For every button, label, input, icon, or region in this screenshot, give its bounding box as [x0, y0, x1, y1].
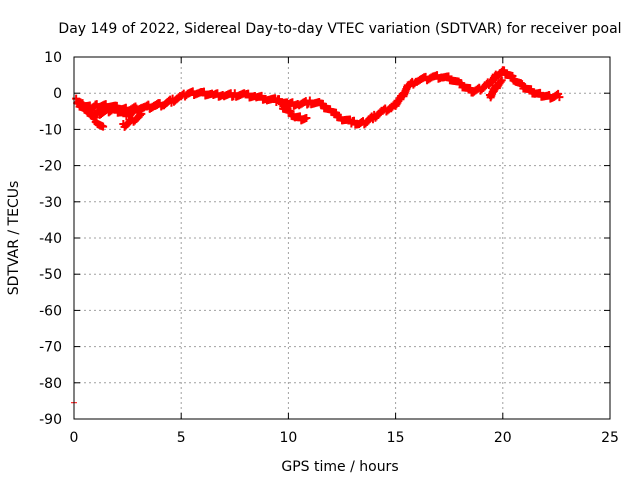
data-point	[500, 66, 509, 75]
y-axis-label: SDTVAR / TECUs	[6, 181, 22, 296]
data-point	[137, 109, 146, 118]
y-tick-label: -20	[39, 159, 62, 175]
data-point	[99, 122, 108, 131]
x-tick-label: 25	[601, 430, 619, 446]
y-tick-label: 0	[53, 86, 62, 102]
plot-frame	[73, 56, 611, 420]
data-point	[74, 98, 83, 107]
y-tick-label: -70	[39, 340, 62, 356]
data-point	[527, 85, 536, 94]
x-tick-label: 20	[494, 430, 512, 446]
series-mid-dip	[277, 100, 311, 125]
data-point	[286, 107, 295, 116]
y-tick-label: 10	[44, 50, 62, 66]
series-dip-branch	[119, 109, 146, 131]
y-tick-label: -10	[39, 122, 62, 138]
y-tick-label: -50	[39, 267, 62, 283]
data-point	[302, 113, 311, 122]
y-tick-label: -60	[39, 303, 62, 319]
x-axis-label: GPS time / hours	[281, 459, 398, 475]
data-point	[518, 80, 527, 89]
series-late-dip	[485, 76, 506, 102]
data-point	[277, 100, 286, 109]
data-point	[497, 76, 506, 85]
data-point	[332, 108, 341, 117]
grid	[74, 57, 610, 419]
y-tick-label: -40	[39, 231, 62, 247]
data-point	[444, 72, 453, 81]
data-marks	[71, 66, 564, 404]
data-point	[318, 99, 327, 108]
y-tick-label: -30	[39, 195, 62, 211]
x-tick-label: 5	[177, 430, 186, 446]
y-tick-label: -90	[39, 412, 62, 428]
y-tick-label: -80	[39, 376, 62, 392]
data-point	[555, 93, 564, 102]
x-tick-label: 0	[70, 430, 79, 446]
x-tick-label: 10	[279, 430, 297, 446]
data-point	[154, 99, 163, 108]
chart-title: Day 149 of 2022, Sidereal Day-to-day VTE…	[58, 21, 621, 37]
data-point	[136, 111, 145, 120]
series-drop-branch	[74, 98, 108, 131]
data-point	[508, 72, 517, 81]
x-tick-label: 15	[387, 430, 405, 446]
data-point	[496, 77, 505, 86]
data-point	[457, 79, 466, 88]
